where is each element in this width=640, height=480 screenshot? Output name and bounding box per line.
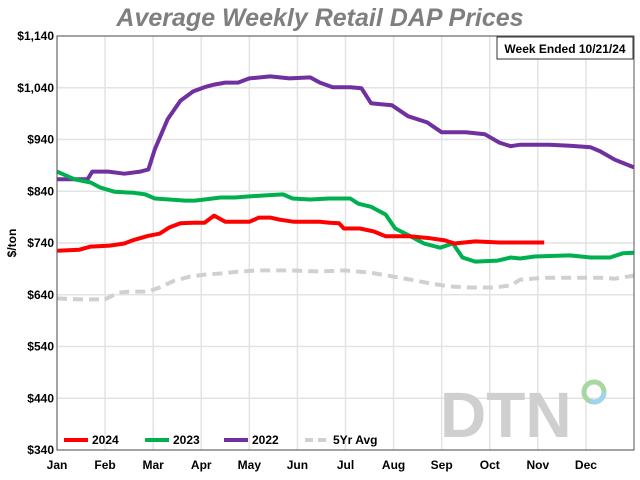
x-tick-label: Nov <box>526 458 549 472</box>
x-tick-label: May <box>238 458 262 472</box>
y-tick-label: $840 <box>27 184 54 198</box>
x-tick-label: Sep <box>431 458 453 472</box>
legend-label: 2024 <box>92 433 119 447</box>
series-line-2023 <box>56 169 635 264</box>
legend-label: 2022 <box>252 433 279 447</box>
logo-ring-accent-icon <box>581 379 607 405</box>
annotation-box: Week Ended 10/21/24 <box>496 36 634 60</box>
chart-title: Average Weekly Retail DAP Prices <box>116 4 524 32</box>
x-tick-label: Jun <box>287 458 308 472</box>
x-tick-label: Jul <box>337 458 354 472</box>
series-line-5yr-avg <box>56 268 635 302</box>
x-tick-label: Mar <box>142 458 164 472</box>
annotation-border <box>496 36 634 60</box>
y-tick-label: $340 <box>27 443 54 457</box>
series-line-2024 <box>56 213 545 253</box>
annotation-text: Week Ended 10/21/24 <box>504 42 626 56</box>
x-tick-label: Feb <box>94 458 115 472</box>
y-tick-label: $740 <box>27 236 54 250</box>
legend-label: 5Yr Avg <box>333 433 377 447</box>
dtn-logo-text: DTN <box>440 379 572 451</box>
y-tick-label: $640 <box>27 288 54 302</box>
x-tick-label: Apr <box>191 458 212 472</box>
y-tick-label: $940 <box>27 133 54 147</box>
dtn-logo: DTN <box>440 379 607 451</box>
y-tick-label: $1,040 <box>17 81 54 95</box>
x-tick-label: Jan <box>47 458 68 472</box>
x-tick-label: Oct <box>480 458 500 472</box>
series-line-2022 <box>57 74 635 182</box>
y-axis-label: $/ton <box>5 229 19 258</box>
legend-label: 2023 <box>173 433 200 447</box>
plot-frame <box>56 35 635 451</box>
y-tick-label: $540 <box>27 340 54 354</box>
x-tick-label: Aug <box>382 458 405 472</box>
y-tick-label: $1,140 <box>17 29 54 43</box>
y-tick-label: $440 <box>27 391 54 405</box>
x-tick-label: Dec <box>575 458 597 472</box>
